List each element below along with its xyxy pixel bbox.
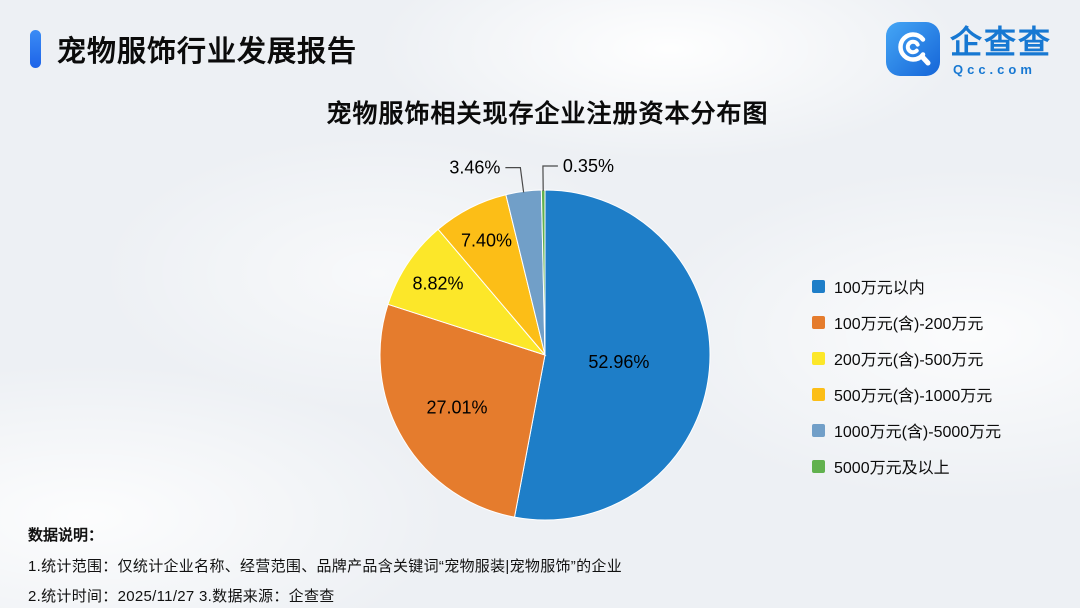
pie-percent-label: 8.82%: [412, 273, 463, 293]
qcc-logo-glyph: [898, 32, 931, 66]
qcc-logo: 企查查 Qcc.com: [885, 22, 1052, 77]
data-notes: 数据说明： 1.统计范围：仅统计企业名称、经营范围、品牌产品含关键词“宠物服装|…: [28, 524, 622, 608]
legend-label: 100万元(含)-200万元: [834, 316, 984, 333]
legend-item: 100万元(含)-200万元: [812, 304, 1001, 340]
legend-item: 100万元以内: [812, 268, 1001, 304]
legend-item: 5000万元及以上: [812, 448, 1001, 484]
qcc-logo-domain: Qcc.com: [952, 62, 1036, 77]
notes-line-1: 1.统计范围：仅统计企业名称、经营范围、品牌产品含关键词“宠物服装|宠物服饰”的…: [28, 558, 622, 575]
qcc-logo-text: 企查查 Qcc.com: [950, 22, 1052, 77]
legend-swatch: [812, 315, 825, 329]
report-header: 宠物服饰行业发展报告: [30, 28, 357, 70]
notes-line-2: 2.统计时间：2025/11/27 3.数据来源：企查查: [28, 588, 335, 605]
pie-slice: [387, 228, 547, 357]
pie-percent-label: 27.01%: [427, 397, 488, 417]
pie-slice: [513, 189, 711, 521]
pie-percent-label: 0.35%: [563, 156, 614, 176]
legend-swatch: [812, 459, 825, 473]
legend-swatch: [812, 387, 825, 401]
qcc-logo-icon: [885, 22, 940, 76]
pie-slice: [379, 303, 546, 518]
legend-item: 500万元(含)-1000万元: [812, 376, 1001, 412]
chart-title: 宠物服饰相关现存企业注册资本分布图: [326, 100, 769, 128]
pie-percent-label: 52.96%: [588, 352, 649, 372]
label-leader-line: [542, 165, 558, 192]
pie-percent-label: 3.46%: [449, 158, 500, 178]
legend-swatch: [812, 423, 825, 437]
pie-chart-svg: 52.96% 27.01% 8.82% 7.40% 3.46% 0.35%: [379, 156, 711, 521]
report-title: 宠物服饰行业发展报告: [57, 36, 358, 68]
title-accent-bar: [30, 30, 41, 68]
pie-percent-label: 7.40%: [461, 230, 512, 250]
qcc-logo-name: 企查查: [949, 24, 1052, 60]
legend-label: 100万元以内: [834, 280, 925, 297]
legend-label: 500万元(含)-1000万元: [834, 388, 993, 405]
legend-label: 1000万元(含)-5000万元: [834, 424, 1002, 441]
legend-label: 200万元(含)-500万元: [834, 352, 984, 369]
legend-swatch: [812, 351, 825, 365]
pie-chart: 52.96% 27.01% 8.82% 7.40% 3.46% 0.35%: [330, 140, 760, 570]
legend: 100万元以内 100万元(含)-200万元 200万元(含)-500万元 500万元…: [812, 268, 1001, 484]
legend-item: 1000万元(含)-5000万元: [812, 412, 1001, 448]
notes-heading: 数据说明：: [28, 527, 104, 544]
legend-swatch: [812, 279, 825, 293]
legend-label: 5000万元及以上: [834, 460, 950, 477]
label-leader-line: [505, 167, 525, 193]
legend-item: 200万元(含)-500万元: [812, 340, 1001, 376]
